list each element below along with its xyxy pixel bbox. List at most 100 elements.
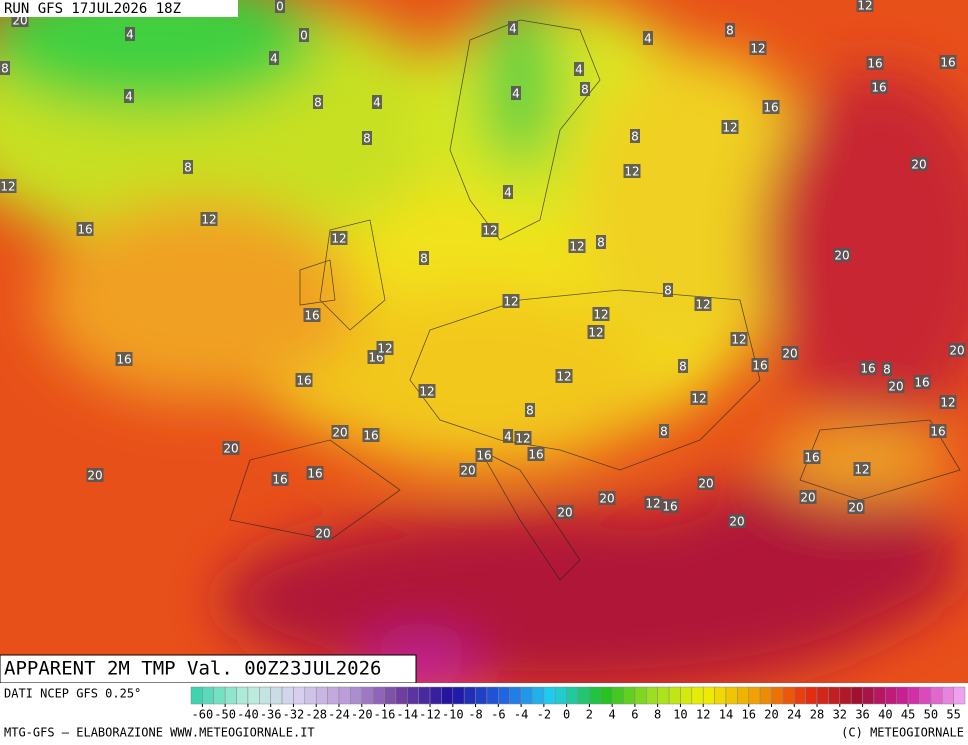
- label-box: [511, 86, 521, 100]
- label-box: [306, 466, 324, 480]
- contour-label: 8: [664, 284, 672, 298]
- label-box: [295, 373, 313, 387]
- contour-label: 8: [660, 425, 668, 439]
- label-box: [721, 120, 739, 134]
- label-box: [314, 526, 332, 540]
- colorbar-swatch: [259, 686, 271, 705]
- contour-label: 12: [854, 463, 869, 477]
- contour-label: 20: [698, 477, 713, 491]
- contour-label: 20: [911, 158, 926, 172]
- contour-label: 20: [223, 442, 238, 456]
- colorbar-swatch: [372, 686, 385, 705]
- label-box: [418, 384, 436, 398]
- colorbar-swatch: [429, 686, 442, 705]
- contour-label: 16: [867, 57, 882, 71]
- contour-label: 4: [125, 90, 133, 104]
- colorbar-swatch: [338, 686, 351, 705]
- label-box: [725, 23, 735, 37]
- label-box: [749, 41, 767, 55]
- colorbar-label: 10: [673, 708, 687, 722]
- contour-label: 16: [296, 374, 311, 388]
- contour-label: 12: [857, 0, 872, 13]
- contour-label: 12: [0, 180, 15, 194]
- colorbar-swatch: [623, 686, 636, 705]
- colorbar-label: 28: [810, 708, 824, 722]
- label-box: [124, 89, 134, 103]
- colorbar-swatch: [407, 686, 419, 705]
- colorbar-swatch: [361, 686, 374, 705]
- label-box: [508, 21, 518, 35]
- contour-label: 12: [515, 432, 530, 446]
- label-box: [751, 358, 769, 372]
- colorbar-swatch: [463, 686, 476, 705]
- colorbar-swatch: [315, 686, 328, 705]
- colorbar-swatch: [293, 686, 306, 705]
- colorbar-swatch: [202, 686, 215, 705]
- colorbar-swatch: [873, 686, 886, 705]
- colorbar-swatch: [657, 686, 670, 705]
- label-box: [663, 283, 673, 297]
- contour-label: 12: [556, 370, 571, 384]
- contour-label: 12: [645, 497, 660, 511]
- colorbar-swatch: [941, 686, 954, 705]
- colorbar-label: 8: [654, 708, 661, 722]
- label-box: [623, 164, 641, 178]
- contour-label: 12: [201, 213, 216, 227]
- contour-label: 8: [679, 360, 687, 374]
- contour-label: 16: [363, 429, 378, 443]
- label-box: [592, 307, 610, 321]
- colorbar-swatch: [771, 686, 784, 705]
- colorbar-swatch: [418, 686, 431, 705]
- colorbar-swatch: [816, 686, 829, 705]
- label-box: [762, 100, 780, 114]
- contour-label: 16: [528, 448, 543, 462]
- map-title: APPARENT 2M TMP Val. 00Z23JUL2026: [4, 658, 382, 680]
- colorbar-swatch: [953, 686, 966, 705]
- contour-label: 12: [750, 42, 765, 56]
- colorbar-swatch: [714, 686, 727, 705]
- contour-label: 20: [800, 491, 815, 505]
- credit: MTG-GFS — ELABORAZIONE WWW.METEOGIORNALE…: [4, 726, 315, 740]
- colorbar-label: 12: [696, 708, 710, 722]
- label-box: [948, 343, 966, 357]
- colorbar-swatch: [759, 686, 772, 705]
- label-box: [661, 499, 679, 513]
- contour-label: 4: [270, 52, 278, 66]
- label-box: [833, 248, 851, 262]
- label-box: [330, 231, 348, 245]
- colorbar-swatch: [782, 686, 795, 705]
- label-box: [376, 341, 394, 355]
- contour-label: 4: [512, 87, 520, 101]
- contour-label: 0: [276, 0, 284, 14]
- label-box: [313, 95, 323, 109]
- colorbar-swatch: [850, 686, 863, 705]
- colorbar-swatch: [828, 686, 841, 705]
- contour-label: 20: [949, 344, 964, 358]
- label-box: [587, 325, 605, 339]
- label-box: [0, 179, 17, 193]
- contour-label: 16: [476, 449, 491, 463]
- label-box: [870, 80, 888, 94]
- colorbar-swatch: [839, 686, 852, 705]
- contour-label: 12: [503, 295, 518, 309]
- colorbar-label: 2: [586, 708, 593, 722]
- label-box: [939, 395, 957, 409]
- colorbar-label: 45: [901, 708, 915, 722]
- label-box: [694, 297, 712, 311]
- colorbar-label: -28: [305, 708, 327, 722]
- label-box: [781, 346, 799, 360]
- contour-label: 4: [575, 63, 583, 77]
- contour-label: 8: [726, 24, 734, 38]
- colorbar-label: -60: [192, 708, 214, 722]
- source: DATI NCEP GFS 0.25°: [4, 687, 141, 701]
- colorbar-swatch: [236, 686, 249, 705]
- colorbar-label: 36: [855, 708, 869, 722]
- copyright: (C) METEOGIORNALE: [841, 726, 964, 740]
- label-box: [0, 61, 10, 75]
- label-box: [76, 222, 94, 236]
- colorbar-swatch: [805, 686, 818, 705]
- contour-label: 20: [332, 426, 347, 440]
- contour-label: 16: [304, 309, 319, 323]
